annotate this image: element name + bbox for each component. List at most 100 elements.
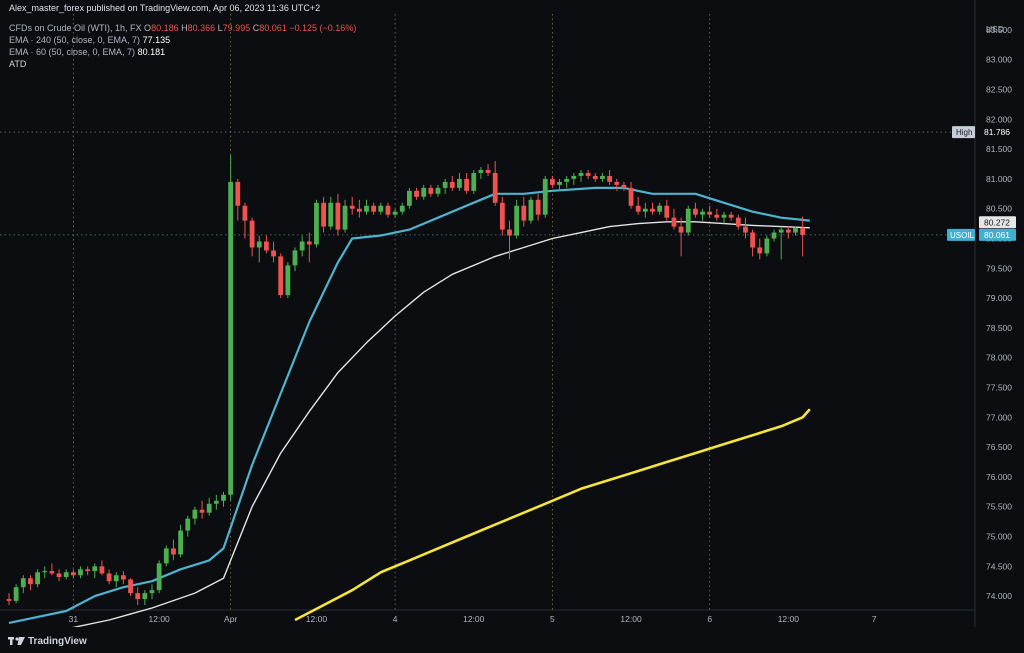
ema240-value: 77.135 — [142, 35, 171, 45]
y-tick-label: 82.000 — [986, 114, 1012, 124]
candle-body — [13, 587, 19, 601]
y-tick-label: 81.500 — [986, 144, 1012, 154]
ohlc-h-label: H — [181, 23, 188, 33]
candle-body — [335, 202, 341, 230]
last-price-bg — [979, 228, 1016, 241]
candle-body — [485, 169, 491, 173]
atd-legend[interactable]: ATD — [9, 59, 27, 69]
candle-body — [764, 238, 770, 254]
x-tick-label: 4 — [393, 614, 398, 624]
candle-body — [728, 214, 734, 218]
ohlc-change: −0.125 (−0.16%) — [289, 23, 357, 33]
candle-body — [306, 241, 312, 245]
candle-body — [478, 169, 484, 173]
candle-body — [735, 217, 741, 227]
y-tick-label: 76.500 — [986, 442, 1012, 452]
ohlc-o-label: O — [144, 23, 152, 33]
candle-body — [6, 599, 12, 601]
ema-line-ema_fast — [8, 186, 810, 624]
candle-body — [392, 211, 398, 215]
high-tag-label: High — [956, 128, 972, 137]
y-tick-label: 79.000 — [986, 293, 1012, 303]
candle-body — [628, 187, 634, 206]
candle-body — [142, 593, 148, 600]
ema-line-ema_slow — [294, 408, 811, 622]
candle-body — [642, 208, 648, 212]
candle-body — [314, 202, 319, 245]
candle-body — [685, 208, 691, 233]
high-value-bg — [980, 126, 1016, 139]
x-tick-label: 12:00 — [778, 614, 800, 624]
candle-body — [714, 214, 720, 218]
candle-body — [399, 205, 405, 212]
candle-body — [35, 572, 40, 585]
ema60-legend[interactable]: EMA · 60 (50, close, 0, EMA, 7) 80.181 — [9, 47, 165, 58]
last-price-value: 80.061 — [984, 230, 1010, 240]
ohlc-c-label: C — [252, 23, 260, 33]
y-tick-label: 75.000 — [986, 532, 1012, 542]
y-tick-label: 74.000 — [986, 591, 1012, 601]
candle-body — [664, 205, 670, 218]
y-tick-label: 75.500 — [986, 502, 1012, 512]
tradingview-logo-text[interactable]: TradingView — [28, 636, 87, 647]
candle-body — [750, 232, 755, 248]
candle-body — [414, 190, 419, 197]
x-tick-label: Apr — [224, 614, 237, 624]
candle-body — [113, 575, 119, 582]
candle-body — [557, 181, 562, 185]
candle-body — [743, 226, 748, 233]
last-price-symbol: USOIL — [950, 231, 975, 240]
ema240-legend[interactable]: EMA · 240 (50, close, 0, EMA, 7) 77.135 — [9, 35, 170, 46]
candle-body — [585, 172, 591, 176]
candle-body — [70, 572, 76, 576]
x-tick-label: 5 — [550, 614, 555, 624]
candle-body — [292, 250, 298, 266]
candle-body — [385, 205, 391, 215]
candle-body — [221, 494, 226, 501]
ema-line-ema_mid — [8, 221, 810, 639]
y-tick-label: 77.500 — [986, 383, 1012, 393]
candle-body — [721, 214, 727, 218]
candle-body — [63, 572, 69, 578]
candle-body — [657, 205, 663, 212]
candle-body — [356, 208, 362, 212]
symbol-name[interactable]: CFDs on Crude Oil (WTI), 1h, FX — [9, 23, 142, 33]
x-tick-label: 12:00 — [463, 614, 485, 624]
ohlc-high: 80.366 — [187, 23, 216, 33]
candle-body — [693, 208, 698, 215]
currency-label: USD — [986, 24, 1004, 34]
candle-body — [278, 256, 284, 296]
candle-body — [299, 241, 305, 251]
candle-body — [328, 202, 334, 227]
x-tick-label: 7 — [872, 614, 877, 624]
candle-body — [449, 181, 455, 188]
candle-body — [757, 247, 763, 254]
candle-body — [607, 175, 612, 182]
y-tick-label: 78.000 — [986, 353, 1012, 363]
candle-body — [671, 217, 677, 227]
candle-body — [213, 500, 219, 504]
ema60-label: EMA · 60 (50, close, 0, EMA, 7) — [9, 47, 136, 57]
candle-body — [499, 202, 505, 230]
candle-body — [771, 232, 777, 239]
candle-body — [149, 590, 155, 594]
candle-body — [785, 229, 791, 233]
last-price-symbol-bg — [947, 228, 975, 241]
candle-body — [571, 175, 577, 179]
candle-body — [321, 202, 326, 227]
candle-body — [700, 211, 705, 215]
candle-body — [592, 175, 598, 179]
candle-body — [20, 578, 26, 588]
candle-body — [171, 548, 176, 555]
high-tag-bg — [952, 126, 975, 139]
y-tick-label: 79.500 — [986, 263, 1012, 273]
candle-body — [342, 205, 348, 230]
candle-body — [435, 187, 441, 194]
candle-body — [600, 175, 605, 179]
candle-body — [163, 548, 169, 564]
candle-body — [364, 205, 369, 212]
candle-body — [128, 579, 133, 594]
y-tick-label: 81.000 — [986, 174, 1012, 184]
x-tick-label: 31 — [69, 614, 79, 624]
